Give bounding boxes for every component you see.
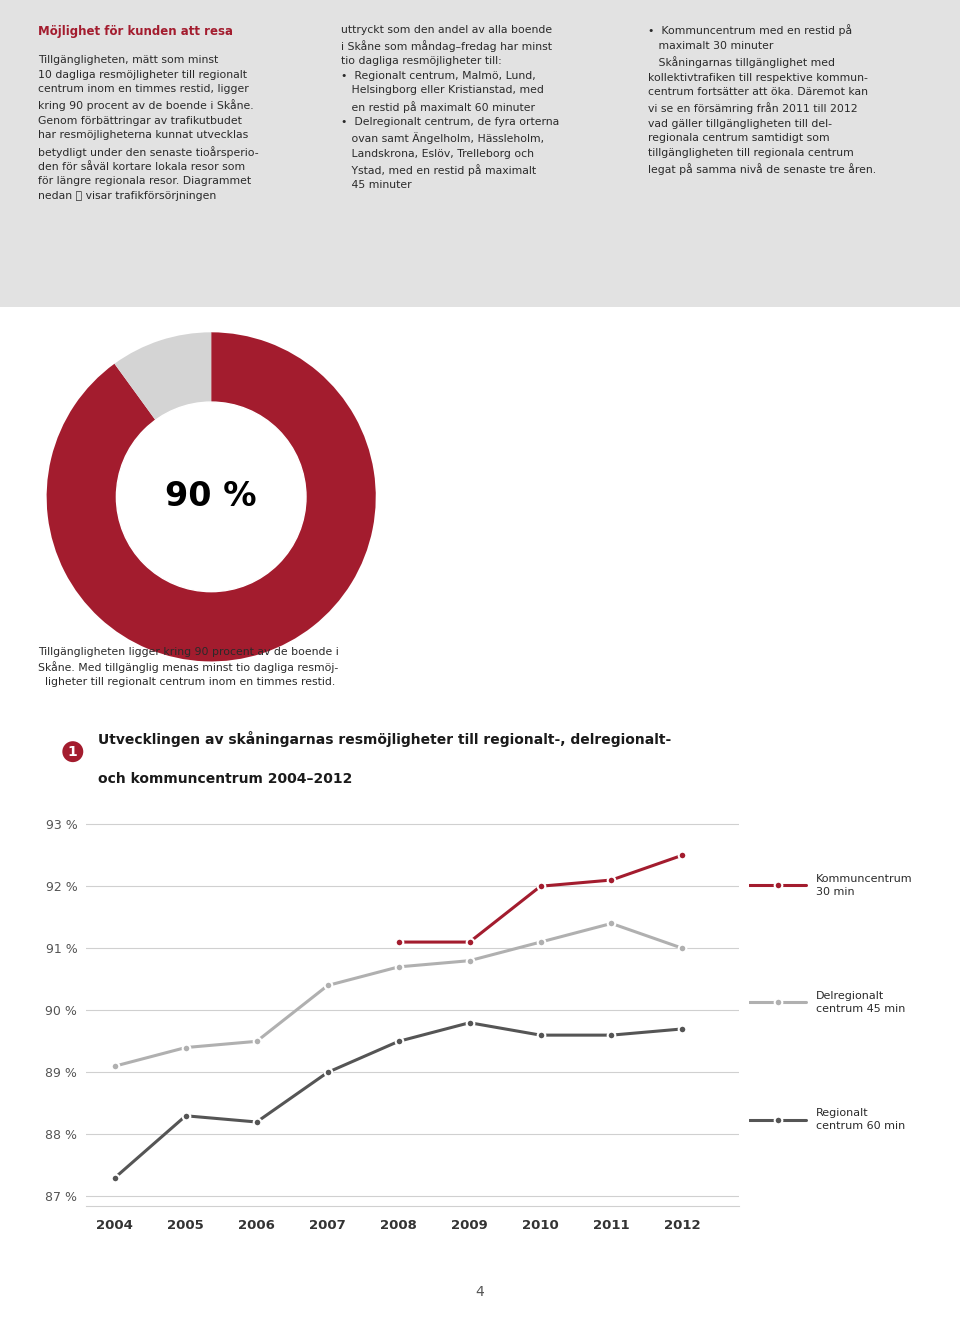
Text: och kommuncentrum 2004–2012: och kommuncentrum 2004–2012 xyxy=(98,772,352,787)
Text: Regionalt
centrum 60 min: Regionalt centrum 60 min xyxy=(816,1108,905,1132)
Text: Möjlighet för kunden att resa: Möjlighet för kunden att resa xyxy=(38,25,233,37)
Text: Delregionalt
centrum 45 min: Delregionalt centrum 45 min xyxy=(816,991,905,1014)
Text: 90 %: 90 % xyxy=(165,481,257,513)
Wedge shape xyxy=(114,333,211,421)
Text: Utvecklingen av skåningarnas resmöjligheter till regionalt-, delregionalt-: Utvecklingen av skåningarnas resmöjlighe… xyxy=(98,731,671,747)
Text: •  Kommuncentrum med en restid på
   maximalt 30 minuter
   Skåningarnas tillgän: • Kommuncentrum med en restid på maximal… xyxy=(648,25,876,175)
Text: Kommuncentrum
30 min: Kommuncentrum 30 min xyxy=(816,873,913,897)
Wedge shape xyxy=(47,333,375,661)
Text: Tillgängligheten ligger kring 90 procent av de boende i
Skåne. Med tillgänglig m: Tillgängligheten ligger kring 90 procent… xyxy=(38,647,339,688)
Text: Tillgängligheten, mätt som minst
10 dagliga resmöjligheter till regionalt
centru: Tillgängligheten, mätt som minst 10 dagl… xyxy=(38,56,259,201)
Text: uttryckt som den andel av alla boende
i Skåne som måndag–fredag har minst
tio da: uttryckt som den andel av alla boende i … xyxy=(341,25,559,191)
Text: 1: 1 xyxy=(68,745,78,759)
Text: 4: 4 xyxy=(475,1285,485,1298)
Circle shape xyxy=(116,401,306,592)
